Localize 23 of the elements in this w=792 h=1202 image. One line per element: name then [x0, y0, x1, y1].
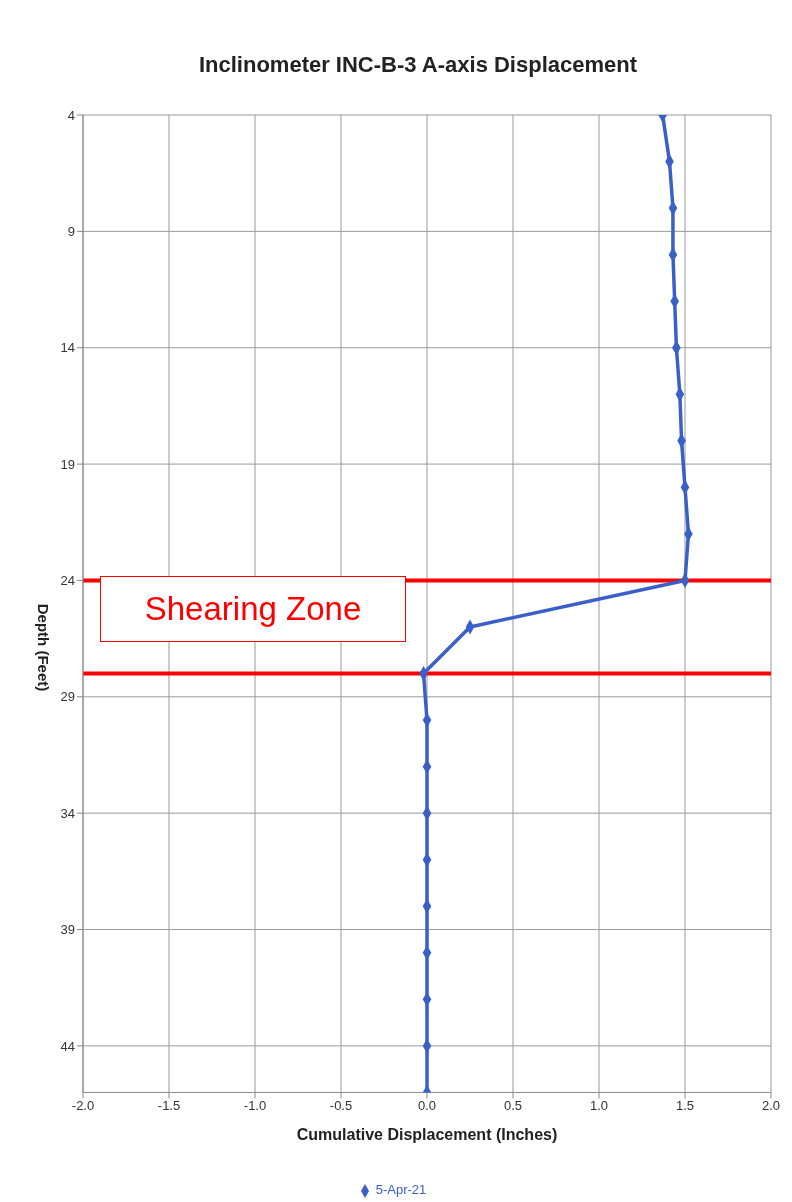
x-tick-label: 2.0 — [761, 1097, 781, 1113]
x-tick-label: 1.5 — [675, 1097, 695, 1113]
y-tick-label: 24 — [60, 573, 75, 589]
x-tick-label: -2.0 — [71, 1097, 95, 1113]
y-tick-label: 44 — [60, 1038, 75, 1054]
x-tick-label: 0.5 — [503, 1097, 523, 1113]
y-tick-label: 4 — [67, 107, 75, 123]
y-tick-label: 29 — [60, 689, 75, 705]
x-tick-label: 1.0 — [589, 1097, 609, 1113]
chart-title: Inclinometer INC-B-3 A-axis Displacement — [197, 52, 639, 78]
x-tick-label: -0.5 — [329, 1097, 353, 1113]
y-axis-title: Depth (Feet) — [34, 603, 52, 692]
x-axis-title: Cumulative Displacement (Inches) — [296, 1126, 558, 1144]
y-tick-label: 9 — [67, 223, 75, 239]
y-tick-label: 34 — [60, 805, 75, 821]
y-tick-label: 39 — [60, 922, 75, 938]
x-tick-label: -1.0 — [243, 1097, 267, 1113]
legend-label: 5-Apr-21 — [375, 1182, 427, 1198]
y-tick-label: 14 — [60, 340, 75, 356]
text-box: Shearing Zone — [100, 576, 406, 642]
x-tick-label: -1.5 — [157, 1097, 181, 1113]
y-tick-label: 19 — [60, 456, 75, 472]
x-tick-label: 0.0 — [417, 1097, 437, 1113]
